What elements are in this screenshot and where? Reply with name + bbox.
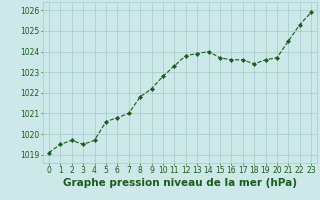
X-axis label: Graphe pression niveau de la mer (hPa): Graphe pression niveau de la mer (hPa) bbox=[63, 178, 297, 188]
